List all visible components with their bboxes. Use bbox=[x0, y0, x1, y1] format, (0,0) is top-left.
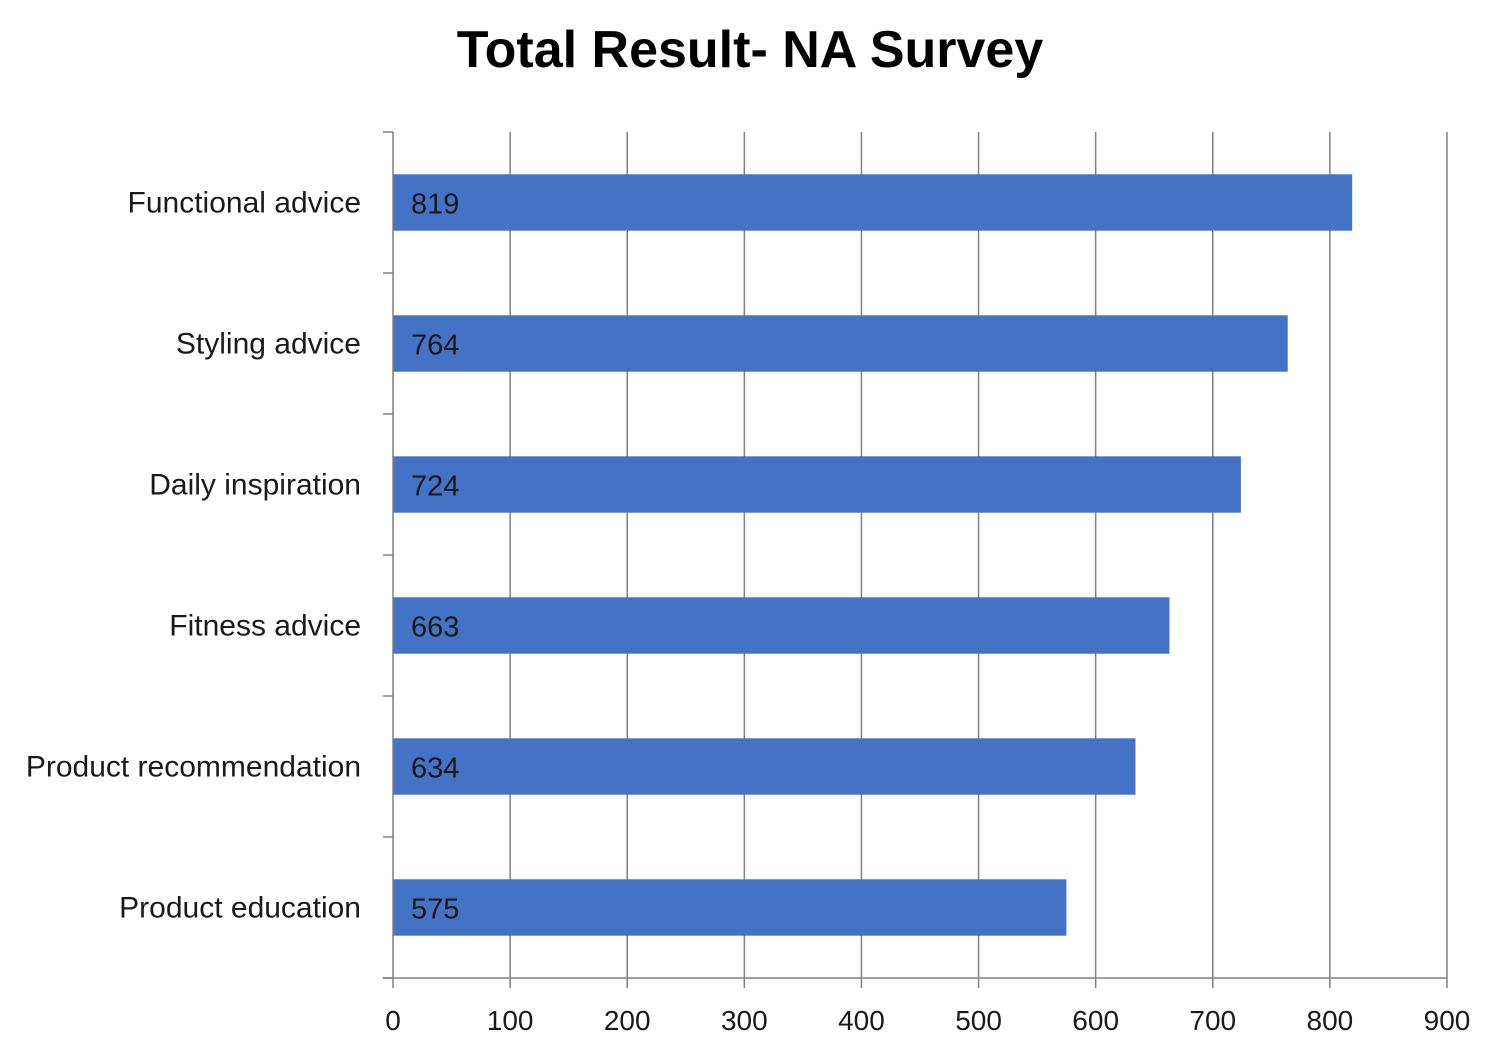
x-tick-label-400: 400 bbox=[838, 1005, 885, 1036]
category-label: Styling advice bbox=[176, 328, 361, 361]
x-tick-label-0: 0 bbox=[385, 1005, 401, 1036]
data-label: 724 bbox=[411, 471, 459, 503]
bar-product-recommendation bbox=[393, 738, 1136, 795]
data-label: 819 bbox=[411, 189, 459, 221]
x-tick-label-800: 800 bbox=[1307, 1005, 1354, 1036]
data-label: 663 bbox=[411, 612, 459, 644]
category-label: Product education bbox=[119, 892, 361, 925]
chart-title: Total Result- NA Survey bbox=[456, 21, 1044, 79]
x-tick-label-500: 500 bbox=[955, 1005, 1002, 1036]
data-label: 634 bbox=[411, 753, 459, 785]
category-label: Fitness advice bbox=[169, 610, 361, 643]
bar-styling-advice bbox=[393, 315, 1288, 372]
x-tick-label-900: 900 bbox=[1424, 1005, 1471, 1036]
grid-lines bbox=[509, 132, 1448, 978]
category-label: Daily inspiration bbox=[149, 469, 361, 502]
x-tick-label-200: 200 bbox=[604, 1005, 651, 1036]
data-label: 764 bbox=[411, 330, 459, 362]
bar-product-education bbox=[393, 879, 1067, 936]
data-label: 575 bbox=[411, 894, 459, 926]
axes bbox=[383, 131, 1448, 988]
x-tick-label-100: 100 bbox=[487, 1005, 534, 1036]
bar-daily-inspiration bbox=[393, 456, 1241, 513]
bars bbox=[393, 174, 1353, 936]
bar-fitness-advice bbox=[393, 597, 1170, 654]
bar-functional-advice bbox=[393, 174, 1353, 231]
x-tick-label-700: 700 bbox=[1189, 1005, 1236, 1036]
x-tick-label-300: 300 bbox=[721, 1005, 768, 1036]
category-label: Product recommendation bbox=[26, 751, 361, 784]
x-tick-label-600: 600 bbox=[1072, 1005, 1119, 1036]
category-label: Functional advice bbox=[128, 187, 361, 220]
labels: 0 100 200 300 400 500 600 700 800 900 Functional a… bbox=[26, 187, 1471, 1037]
